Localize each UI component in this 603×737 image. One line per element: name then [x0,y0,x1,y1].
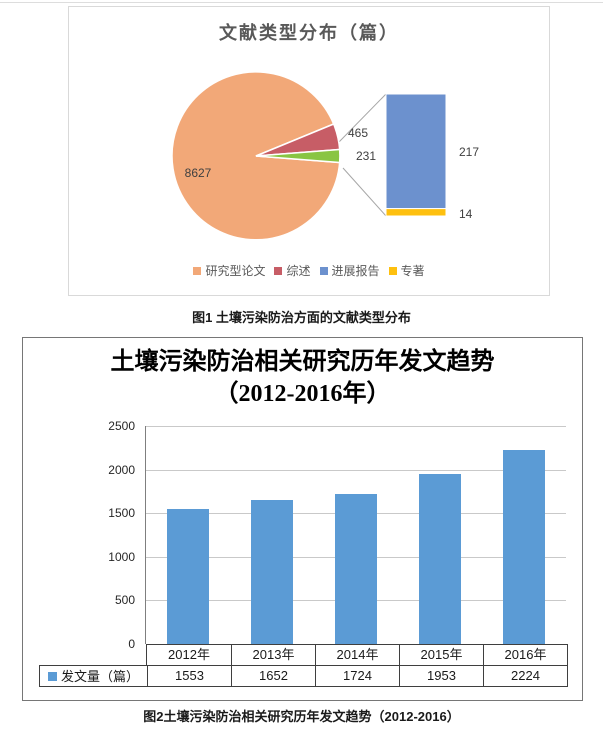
bar-2013年 [251,499,293,644]
table-cell-value: 1953 [399,666,483,686]
gridline [146,469,566,471]
y-tick-label: 500 [114,593,135,608]
legend-item-label: 进展报告 [331,264,380,278]
y-axis-line [145,426,146,644]
table-cell-category: 2015年 [399,645,483,665]
legend-item: 专著 [388,262,425,279]
table-cell-value: 1652 [231,666,315,686]
legend-swatch-icon [193,266,202,275]
legend-item: 综述 [274,262,311,279]
legend-item: 研究型论文 [193,262,265,279]
table-value-row: 发文量（篇） 1553 1652 1724 1953 2224 [39,665,568,687]
y-tick-label: 2000 [108,462,135,477]
figure2-title: 土壤污染防治相关研究历年发文趋势 （2012-2016年） [23,346,582,410]
pie-value-review: 465 [348,126,368,140]
figure2-chart: 土壤污染防治相关研究历年发文趋势 （2012-2016年） 0 500 1000 15… [22,337,583,701]
table-cell-value: 2224 [483,666,567,686]
legend-swatch-icon [319,266,328,275]
table-cell-category: 2013年 [231,645,315,665]
figure2-title-line1: 土壤污染防治相关研究历年发文趋势 [110,349,495,375]
bar-2016年 [503,450,545,644]
legend-swatch-icon [274,266,283,275]
legend-item-label: 专著 [400,264,425,278]
figure1-title: 文献类型分布（篇） [219,23,399,43]
table-cell-value: 1553 [147,666,231,686]
y-tick-label: 2500 [108,419,135,433]
table-cell-category: 2014年 [315,645,399,665]
y-tick-label: 1500 [108,506,135,521]
legend-item: 进展报告 [319,262,380,279]
legend-item-label: 研究型论文 [205,264,266,278]
bar-2014年 [335,493,377,644]
bar-2012年 [167,508,209,644]
series-key-swatch [47,671,57,681]
connector-line-top [338,93,387,143]
breakout-bar-progress [385,93,447,210]
bar-value-monograph: 14 [459,207,473,221]
series-label: 发文量（篇） [60,668,139,684]
figure1-legend: 研究型论文 综述 进展报告 专著 [69,262,549,279]
figure1-chart: 8627 465 231 217 14 文献类型分布（篇） 研究型论文 综述 进展报告 专著 [68,6,550,296]
pie-slice-breakout-other [255,148,341,164]
figure1-caption: 图1 土壤污染防治方面的文献类型分布 [192,310,411,325]
table-cell-value: 1724 [315,666,399,686]
figure2-caption: 图2土壤污染防治相关研究历年发文趋势（2012-2016） [143,709,460,724]
gridline [146,426,566,427]
table-cell-category: 2012年 [168,647,210,662]
connector-line-bottom [342,167,387,217]
legend-swatch-icon [388,266,397,275]
table-cell-category: 2016年 [483,645,567,665]
bar-value-progress: 217 [459,145,479,159]
breakout-bar-monograph [385,208,447,217]
legend-item-label: 综述 [286,264,311,278]
pie-value-research: 8627 [185,166,212,180]
table-category-row: 2012年 2013年 2014年 2015年 2016年 [146,644,568,665]
pie-value-other: 231 [356,149,376,163]
figure1-pie-svg: 8627 465 231 217 14 [171,71,479,241]
table-series-label-cell: 发文量（篇） [40,666,147,686]
y-tick-label: 1000 [108,549,135,564]
bar-2015年 [419,473,461,644]
figure2-title-line2: （2012-2016年） [214,381,391,407]
y-tick-label: 0 [128,637,135,651]
page-top-border [0,2,603,3]
